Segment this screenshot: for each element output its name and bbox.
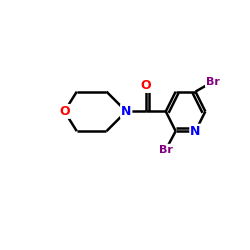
Text: N: N — [190, 125, 201, 138]
Text: Br: Br — [206, 77, 220, 87]
Text: O: O — [141, 79, 151, 92]
Text: O: O — [59, 105, 70, 118]
Text: Br: Br — [159, 145, 173, 155]
Text: N: N — [121, 105, 132, 118]
